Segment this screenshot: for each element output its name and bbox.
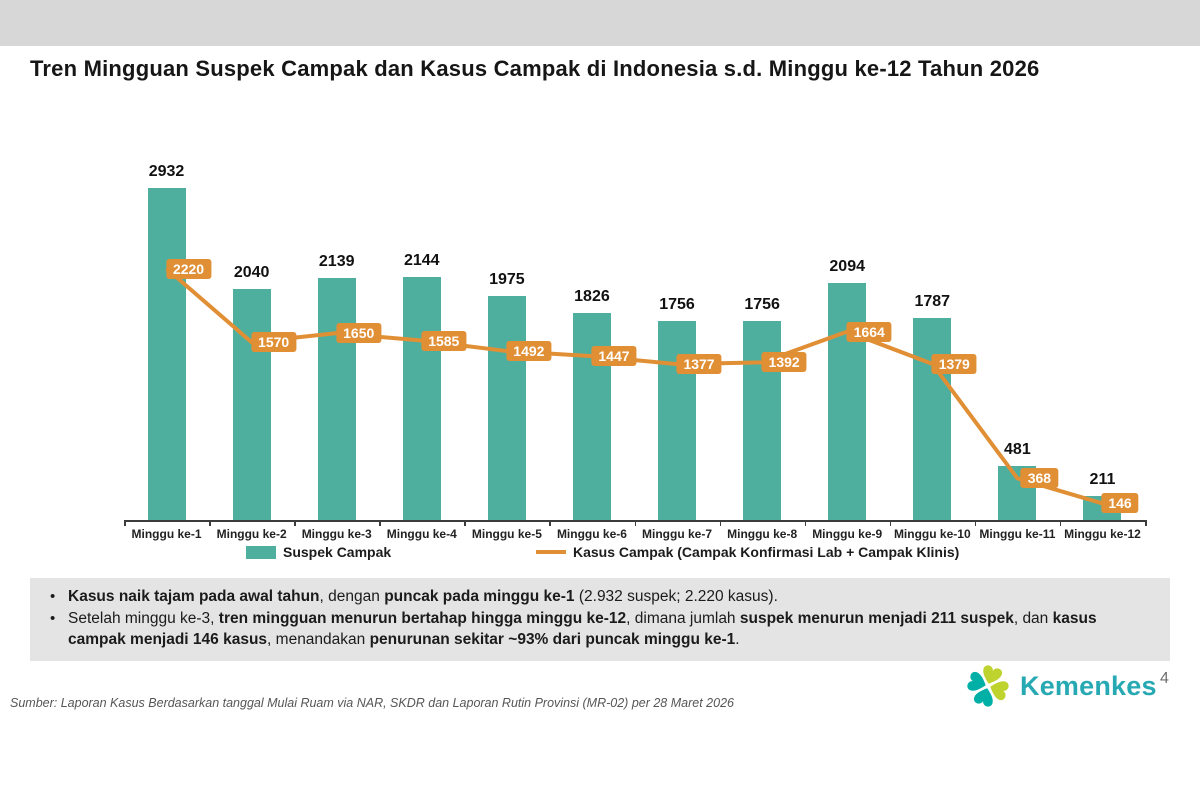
bar-suspek [402, 277, 441, 520]
line-value-label: 1492 [506, 341, 552, 362]
line-value-label: 1392 [761, 352, 807, 373]
bar-suspek [147, 188, 186, 520]
insight-text-segment: , dan [1013, 609, 1053, 627]
x-axis-tick [124, 520, 126, 526]
insight-text-segment: , dimana jumlah [626, 609, 740, 627]
x-axis-label: Minggu ke-2 [216, 527, 287, 541]
x-axis-tick [209, 520, 211, 526]
line-value-label: 1570 [251, 332, 297, 353]
kemenkes-wordmark: Kemenkes [1020, 670, 1157, 701]
x-axis-label: Minggu ke-7 [642, 527, 713, 541]
bar-value-label: 2144 [403, 252, 440, 270]
legend-label-suspek: Suspek Campak [283, 544, 392, 560]
bar-suspek [487, 296, 526, 520]
legend-label-kasus: Kasus Campak (Campak Konfirmasi Lab + Ca… [573, 544, 960, 560]
x-axis-label: Minggu ke-8 [727, 527, 798, 541]
bar-value-label: 1826 [574, 288, 610, 306]
x-axis-label: Minggu ke-10 [893, 527, 971, 541]
insight-bullet-list: Kasus naik tajam pada awal tahun, dengan… [46, 586, 1152, 651]
letterbox-band [0, 0, 1200, 46]
insight-text-segment: penurunan sekitar ~93% dari puncak mingg… [369, 631, 736, 648]
insight-bullet: Setelah minggu ke-3, tren mingguan menur… [46, 608, 1152, 651]
bar-value-label: 2094 [829, 257, 865, 275]
line-value-label: 1650 [336, 323, 382, 344]
source-note: Sumber: Laporan Kasus Berdasarkan tangga… [10, 696, 734, 710]
line-value-label: 1585 [421, 330, 467, 351]
bar-value-label: 481 [1004, 440, 1031, 458]
page-number: 4 [1160, 670, 1169, 687]
x-axis-tick [464, 520, 466, 526]
insight-text-segment: , menandakan [267, 631, 370, 648]
bar-value-label: 2040 [233, 264, 270, 281]
x-axis-label: Minggu ke-11 [979, 527, 1056, 541]
bar-value-label: 2932 [148, 163, 185, 180]
insight-text-segment: suspek menurun menjadi 211 suspek [739, 609, 1014, 627]
x-axis-label: Minggu ke-6 [556, 527, 627, 541]
insight-text-segment: . [735, 631, 740, 648]
x-axis-tick [889, 520, 892, 526]
x-axis-tick [719, 520, 722, 526]
insight-box: Kasus naik tajam pada awal tahun, dengan… [30, 578, 1170, 661]
x-axis-tick [1145, 520, 1147, 526]
page-title: Tren Mingguan Suspek Campak dan Kasus Ca… [30, 56, 1040, 81]
bar-suspek [317, 277, 356, 520]
bar-value-label: 1975 [489, 271, 525, 289]
chart-legend: Suspek Campak Kasus Campak (Campak Konfi… [0, 544, 1200, 568]
line-value-label: 1379 [931, 353, 977, 374]
x-axis-label: Minggu ke-12 [1064, 527, 1141, 541]
insight-text-segment: (2.932 suspek; 2.220 kasus). [574, 588, 778, 605]
x-axis-tick [634, 520, 636, 526]
line-value-label: 368 [1020, 468, 1059, 489]
x-axis-tick [379, 520, 381, 526]
line-value-label: 1447 [591, 346, 637, 367]
insight-bullet: Kasus naik tajam pada awal tahun, dengan… [46, 586, 1152, 608]
insight-text-segment: tren mingguan menurun bertahap hingga mi… [218, 609, 627, 627]
line-value-label: 1664 [846, 321, 892, 342]
x-axis-tick [294, 520, 296, 526]
insight-text-segment: Setelah minggu ke-3, [68, 609, 219, 627]
bar-value-label: 1756 [744, 296, 780, 314]
x-axis-label: Minggu ke-3 [301, 527, 372, 541]
insight-text-segment: puncak pada minggu ke-1 [384, 588, 575, 605]
line-value-label: 146 [1101, 493, 1139, 514]
suspek-swatch-icon [246, 545, 276, 559]
line-value-label: 2220 [165, 258, 212, 279]
line-value-label: 1377 [676, 354, 722, 375]
insight-text-segment: , dengan [319, 588, 385, 605]
bar-value-label: 2139 [318, 252, 355, 270]
x-axis-tick [1059, 520, 1062, 526]
legend-item-suspek: Suspek Campak [246, 544, 391, 560]
x-axis-label: Minggu ke-5 [471, 527, 542, 541]
bar-value-label: 1756 [659, 296, 695, 314]
x-axis-label: Minggu ke-4 [386, 527, 457, 541]
kemenkes-brand: Kemenkes [964, 660, 1157, 712]
bar-suspek [232, 289, 271, 520]
bar-suspek [913, 317, 952, 520]
x-axis-tick [974, 520, 977, 526]
bar-value-label: 211 [1089, 471, 1116, 489]
x-axis-tick [549, 520, 551, 526]
x-axis-label: Minggu ke-9 [812, 527, 883, 541]
x-axis-label: Minggu ke-1 [131, 527, 202, 541]
x-axis-tick [804, 520, 807, 526]
bar-value-label: 1787 [914, 292, 951, 310]
insight-text-segment: kasus campak menjadi 146 kasus [68, 609, 1097, 649]
insight-text-segment: Kasus naik tajam pada awal tahun [68, 588, 320, 605]
kasus-line-swatch-icon [536, 550, 566, 554]
legend-item-kasus: Kasus Campak (Campak Konfirmasi Lab + Ca… [536, 544, 959, 560]
